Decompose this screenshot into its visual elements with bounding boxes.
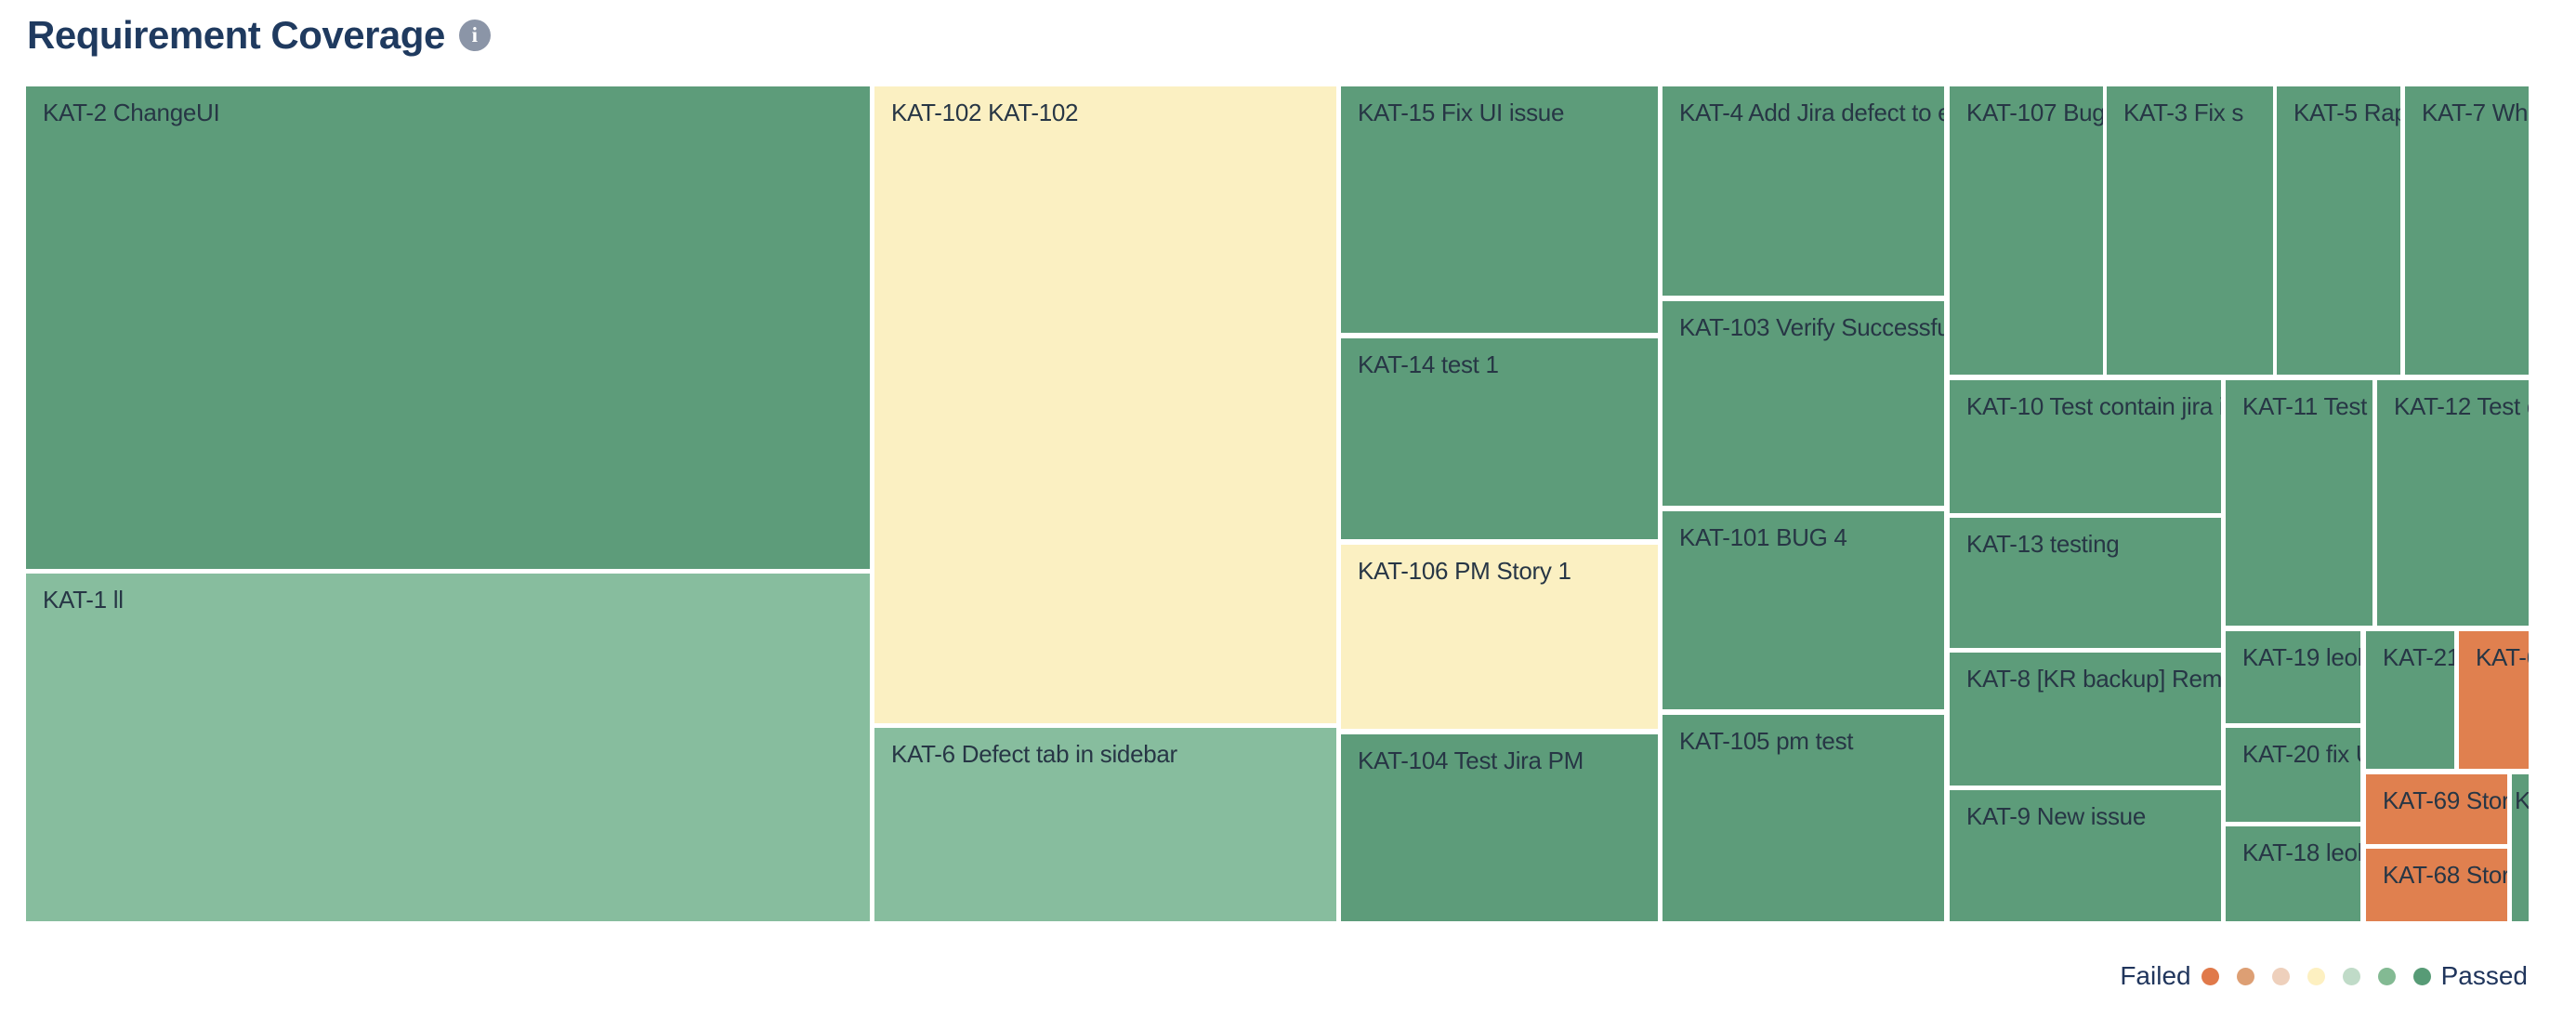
tile-label: KAT-19 leole (2242, 643, 2360, 671)
legend-scale-dot (2201, 967, 2219, 985)
legend-passed-label: Passed (2440, 961, 2528, 990)
treemap-tile[interactable]: KAT-103 Verify Successfu (1663, 301, 1944, 506)
treemap-tile[interactable]: KAT-68 Story (2366, 849, 2507, 921)
tile-label: KAT-7 Whe (2422, 99, 2529, 126)
tile-label: KAT-66 (2476, 643, 2529, 671)
tile-label: KAT-21 (2383, 643, 2454, 671)
treemap-tile[interactable]: KAT-1 ll (26, 574, 870, 921)
treemap-tile[interactable]: KAT-5 Rap (2277, 86, 2400, 375)
treemap-tile[interactable]: KAT-106 PM Story 1 (1341, 545, 1658, 729)
tile-label: KAT-6 Defect tab in sidebar (891, 740, 1177, 768)
tile-label: KAT-2 ChangeUI (43, 99, 220, 126)
legend-scale-dot (2271, 967, 2290, 985)
tile-label: KAT-103 Verify Successfu (1679, 313, 1944, 341)
treemap-tile[interactable]: KAT-19 leole (2226, 631, 2360, 723)
tile-label: KAT-10 Test contain jira is (1966, 392, 2221, 420)
tile-label: KAT-106 PM Story 1 (1358, 557, 1571, 585)
treemap-tile[interactable]: KAT-14 test 1 (1341, 338, 1658, 539)
treemap-tile[interactable]: KAT-15 Fix UI issue (1341, 86, 1658, 333)
treemap-tile[interactable]: KAT-6 Defect tab in sidebar (874, 728, 1336, 921)
legend-failed-label: Failed (2120, 961, 2191, 990)
legend-color-scale (2201, 967, 2431, 985)
treemap-tile[interactable]: KAT-102 KAT-102 (874, 86, 1336, 723)
tile-label: KAT-68 Story (2383, 861, 2507, 889)
tile-label: KAT-15 Fix UI issue (1358, 99, 1565, 126)
treemap-tile[interactable]: KAT-107 Bug 1 (1950, 86, 2103, 375)
tile-label: KAT-9 New issue (1966, 802, 2146, 830)
tile-label: KAT-69 Story (2383, 786, 2507, 814)
tile-label: KAT-14 test 1 (1358, 350, 1499, 378)
header: Requirement Coverage i (27, 13, 491, 58)
treemap-tile[interactable]: KAT-11 Test l (2226, 380, 2372, 626)
treemap-tile[interactable]: KAT-104 Test Jira PM (1341, 734, 1658, 921)
treemap-tile[interactable]: KAT-69 Story (2366, 774, 2507, 844)
tile-label: KAT-20 fix U (2242, 740, 2360, 768)
tile-label: K (2515, 786, 2529, 814)
treemap-tile[interactable]: KAT-8 [KR backup] Remo (1950, 653, 2221, 786)
tile-label: KAT-4 Add Jira defect to e (1679, 99, 1944, 126)
tile-label: KAT-13 testing (1966, 530, 2120, 558)
legend: Failed Passed (2120, 959, 2528, 993)
tile-label: KAT-107 Bug 1 (1966, 99, 2103, 126)
legend-scale-dot (2307, 967, 2325, 985)
treemap-tile[interactable]: KAT-66 (2459, 631, 2529, 769)
treemap-tile[interactable]: KAT-20 fix U (2226, 728, 2360, 822)
treemap-tile[interactable]: KAT-13 testing (1950, 518, 2221, 648)
tile-label: KAT-8 [KR backup] Remo (1966, 665, 2221, 693)
treemap-tile[interactable]: KAT-3 Fix s (2107, 86, 2273, 375)
treemap-tile[interactable]: KAT-10 Test contain jira is (1950, 380, 2221, 513)
page-title: Requirement Coverage (27, 13, 445, 57)
tile-label: KAT-105 pm test (1679, 727, 1854, 755)
treemap-tile[interactable]: KAT-12 Test c (2377, 380, 2529, 626)
legend-scale-dot (2236, 967, 2254, 985)
tile-label: KAT-1 ll (43, 586, 124, 614)
tile-label: KAT-3 Fix s (2123, 99, 2244, 126)
legend-scale-dot (2412, 967, 2431, 985)
treemap-tile[interactable]: KAT-105 pm test (1663, 715, 1944, 921)
treemap-tile[interactable]: KAT-9 New issue (1950, 790, 2221, 921)
tile-label: KAT-12 Test c (2394, 392, 2529, 420)
legend-scale-dot (2342, 967, 2360, 985)
treemap-tile[interactable]: KAT-21 (2366, 631, 2454, 769)
treemap-tile[interactable]: KAT-101 BUG 4 (1663, 511, 1944, 709)
legend-scale-dot (2377, 967, 2396, 985)
tile-label: KAT-104 Test Jira PM (1358, 746, 1584, 774)
tile-label: KAT-5 Rap (2293, 99, 2400, 126)
tile-label: KAT-102 KAT-102 (891, 99, 1079, 126)
treemap-tile[interactable]: KAT-4 Add Jira defect to e (1663, 86, 1944, 296)
treemap-tile[interactable]: KAT-2 ChangeUI (26, 86, 870, 569)
treemap-tile[interactable]: KAT-18 leole (2226, 826, 2360, 921)
treemap-tile[interactable]: KAT-7 Whe (2405, 86, 2529, 375)
requirement-coverage-treemap: KAT-2 ChangeUI KAT-1 ll KAT-102 KAT-102 KAT… (26, 86, 2529, 921)
tile-label: KAT-11 Test l (2242, 392, 2372, 420)
tile-label: KAT-101 BUG 4 (1679, 523, 1847, 551)
tile-label: KAT-18 leole (2242, 839, 2360, 866)
info-icon[interactable]: i (458, 20, 491, 51)
treemap-tile[interactable]: K (2512, 774, 2529, 921)
